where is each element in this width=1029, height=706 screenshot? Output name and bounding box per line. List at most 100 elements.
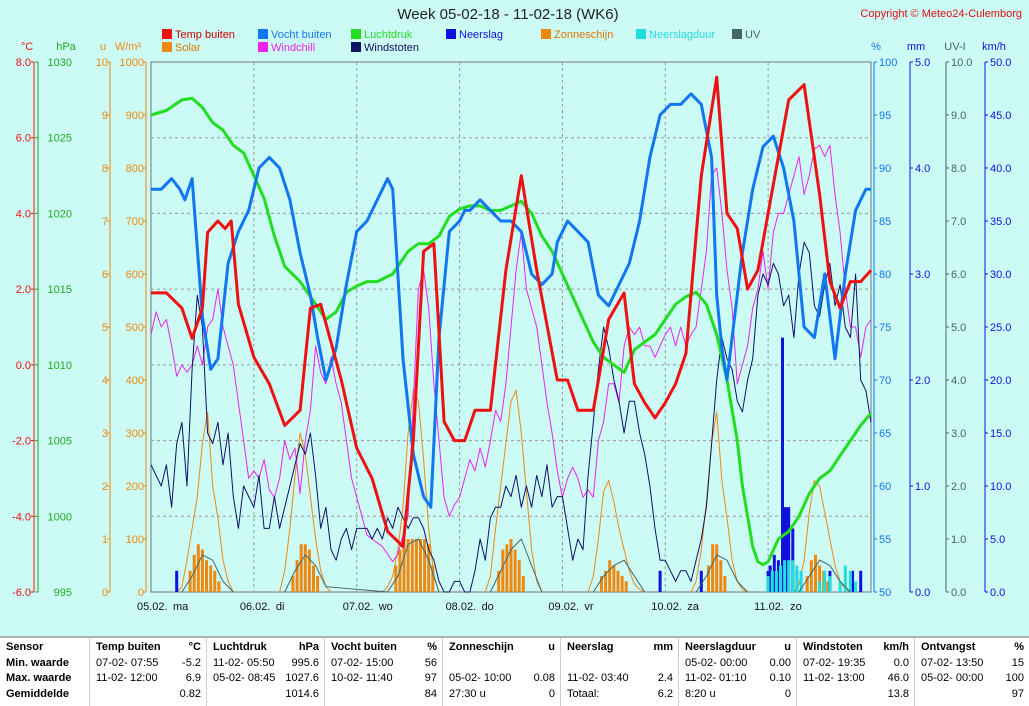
legend-label-sunshine: Zonneschijn bbox=[554, 29, 613, 41]
bar-neerslagduur-0 bbox=[766, 576, 770, 592]
right-axis-tick-3-2: 40.0 bbox=[990, 163, 1011, 175]
table-cell-value: % bbox=[427, 641, 437, 653]
table-cell-row-3: 84 bbox=[325, 687, 443, 702]
table-cell-value: 97 bbox=[424, 672, 437, 684]
bar-zonneschijn-36 bbox=[616, 570, 620, 592]
table-cell-row-3: 0.82 bbox=[90, 687, 207, 702]
bar-zonneschijn-1 bbox=[192, 554, 196, 592]
left-axis-unit-3: W/m² bbox=[115, 41, 142, 53]
bar-zonneschijn-33 bbox=[604, 570, 608, 592]
bar-neerslagduur-7 bbox=[795, 565, 799, 592]
bar-neerslagduur-9 bbox=[818, 581, 822, 592]
table-cell-row-2: 05-02- 00:00 100 bbox=[915, 671, 1029, 686]
left-axis-tick-2-0: 10 bbox=[96, 57, 108, 69]
right-axis-tick-0-8: 60 bbox=[879, 481, 891, 493]
x-label-day-2: wo bbox=[378, 601, 393, 613]
weekly-weather-chart: Week 05-02-18 - 11-02-18 (WK6) Copyright… bbox=[12, 6, 1022, 613]
legend-label-uv: UV bbox=[745, 29, 761, 41]
right-axis-tick-2-3: 7.0 bbox=[951, 216, 966, 228]
table-cell-row-1: 11-02- 05:50 995.6 bbox=[207, 656, 325, 671]
bar-zonneschijn-45 bbox=[809, 560, 813, 592]
bar-zonneschijn-47 bbox=[818, 565, 822, 592]
bar-zonneschijn-49 bbox=[826, 581, 830, 592]
table-cell-row-1: Min. waarde bbox=[0, 656, 89, 671]
bar-neerslag-8 bbox=[783, 507, 787, 592]
table-cell-value: 2.4 bbox=[657, 672, 673, 684]
legend-swatch-rain bbox=[446, 29, 456, 39]
bar-zonneschijn-30 bbox=[517, 560, 521, 592]
table-cell-row-0: Luchtdruk hPa bbox=[207, 640, 325, 655]
table-cell-label: Sensor bbox=[6, 641, 44, 653]
right-axis-tick-3-4: 30.0 bbox=[990, 269, 1011, 281]
table-cell-row-2: 11-02- 12:00 6.9 bbox=[90, 671, 207, 686]
left-axis-tick-0-7: -6.0 bbox=[12, 587, 31, 599]
table-cell-value: 0.00 bbox=[769, 656, 791, 669]
bar-neerslagduur-11 bbox=[828, 576, 832, 592]
right-axis-tick-0-6: 70 bbox=[879, 375, 891, 387]
table-cell-label: Zonneschijn bbox=[449, 641, 514, 653]
bar-zonneschijn-46 bbox=[814, 554, 817, 592]
table-cell-row-0: Windstoten km/h bbox=[797, 640, 915, 655]
x-axis-labels: 05.02. ma 06.02. di 07.02. wo 08.02. do 09.02. vr… bbox=[137, 601, 802, 613]
table-cell-value: 0 bbox=[784, 687, 791, 700]
legend-swatch-gusts bbox=[351, 42, 361, 52]
table-cell-label: Luchtdruk bbox=[213, 641, 267, 653]
bar-zonneschijn-39 bbox=[707, 565, 710, 592]
left-axis-tick-2-4: 6 bbox=[102, 269, 108, 281]
legend-label-windchill: Windchill bbox=[271, 42, 315, 54]
left-axis-tick-1-4: 1010 bbox=[48, 360, 72, 372]
table-cell-label: Totaal: bbox=[567, 687, 600, 700]
x-label-date-6: 11.02. bbox=[754, 601, 784, 613]
table-cell-value: 0.08 bbox=[533, 672, 555, 684]
right-axis-tick-2-7: 3.0 bbox=[951, 428, 966, 440]
right-axis-unit-1: mm bbox=[907, 41, 925, 53]
table-cell-row-2: 11-02- 03:40 2.4 bbox=[561, 671, 679, 686]
left-axis-tick-2-8: 2 bbox=[102, 481, 108, 493]
right-axis-tick-0-3: 85 bbox=[879, 216, 891, 228]
table-cell-label: Min. waarde bbox=[6, 656, 69, 669]
right-axis-tick-0-0: 100 bbox=[879, 57, 897, 69]
bar-neerslag-1 bbox=[658, 570, 662, 592]
left-axis-tick-1-0: 1030 bbox=[48, 57, 72, 69]
left-axis-tick-2-3: 7 bbox=[102, 216, 108, 228]
bar-zonneschijn-17 bbox=[402, 539, 406, 592]
bar-neerslagduur-1 bbox=[770, 570, 774, 592]
table-cell-value: 100 bbox=[1005, 672, 1024, 684]
legend-swatch-solar bbox=[162, 42, 172, 52]
bar-zonneschijn-35 bbox=[612, 565, 616, 592]
right-axis-tick-0-7: 65 bbox=[879, 428, 891, 440]
right-axis-tick-2-4: 6.0 bbox=[951, 269, 966, 281]
table-cell-label: 05-02- 00:00 bbox=[921, 672, 984, 684]
right-axis-unit-2: UV-I bbox=[944, 41, 965, 53]
table-cell-label: 8:20 u bbox=[685, 687, 716, 700]
table-cell-row-1: 07-02- 13:50 15 bbox=[915, 656, 1029, 671]
table-cell-label: Neerslag bbox=[567, 641, 614, 653]
bar-neerslag-15 bbox=[859, 570, 863, 592]
legend-swatch-sunshine bbox=[541, 29, 551, 39]
x-label-date-3: 08.02. bbox=[446, 601, 477, 613]
bar-zonneschijn-29 bbox=[513, 549, 517, 592]
right-axis-tick-3-6: 20.0 bbox=[990, 375, 1011, 387]
bar-zonneschijn-24 bbox=[431, 565, 435, 592]
table-cell-label: 11-02- 01:10 bbox=[685, 672, 747, 684]
legend-label-temp: Temp buiten bbox=[175, 29, 235, 41]
left-axis-tick-3-1: 900 bbox=[126, 110, 144, 122]
bar-zonneschijn-11 bbox=[303, 544, 307, 592]
bar-zonneschijn-23 bbox=[427, 544, 431, 592]
left-axis-tick-1-7: 995 bbox=[54, 587, 72, 599]
left-axis-tick-1-6: 1000 bbox=[48, 511, 72, 523]
bar-neerslag-0 bbox=[175, 570, 179, 592]
legend-swatch-windchill bbox=[258, 42, 268, 52]
table-cell-label: Neerslagduur bbox=[685, 641, 756, 653]
table-cell-row-0: Temp buiten °C bbox=[90, 640, 207, 655]
table-cell-value: km/h bbox=[883, 641, 909, 653]
left-axis-tick-2-9: 1 bbox=[102, 534, 108, 546]
x-label-day-1: di bbox=[276, 601, 285, 613]
series-line-temp-buiten bbox=[151, 75, 873, 549]
table-cell-value: 0.0 bbox=[893, 656, 909, 669]
left-axis-tick-2-10: 0 bbox=[102, 587, 108, 599]
table-cell-label: 11-02- 05:50 bbox=[213, 656, 275, 669]
left-axis-tick-0-4: 0.0 bbox=[16, 360, 31, 372]
table-cell-row-1: 05-02- 00:00 0.00 bbox=[679, 656, 797, 671]
